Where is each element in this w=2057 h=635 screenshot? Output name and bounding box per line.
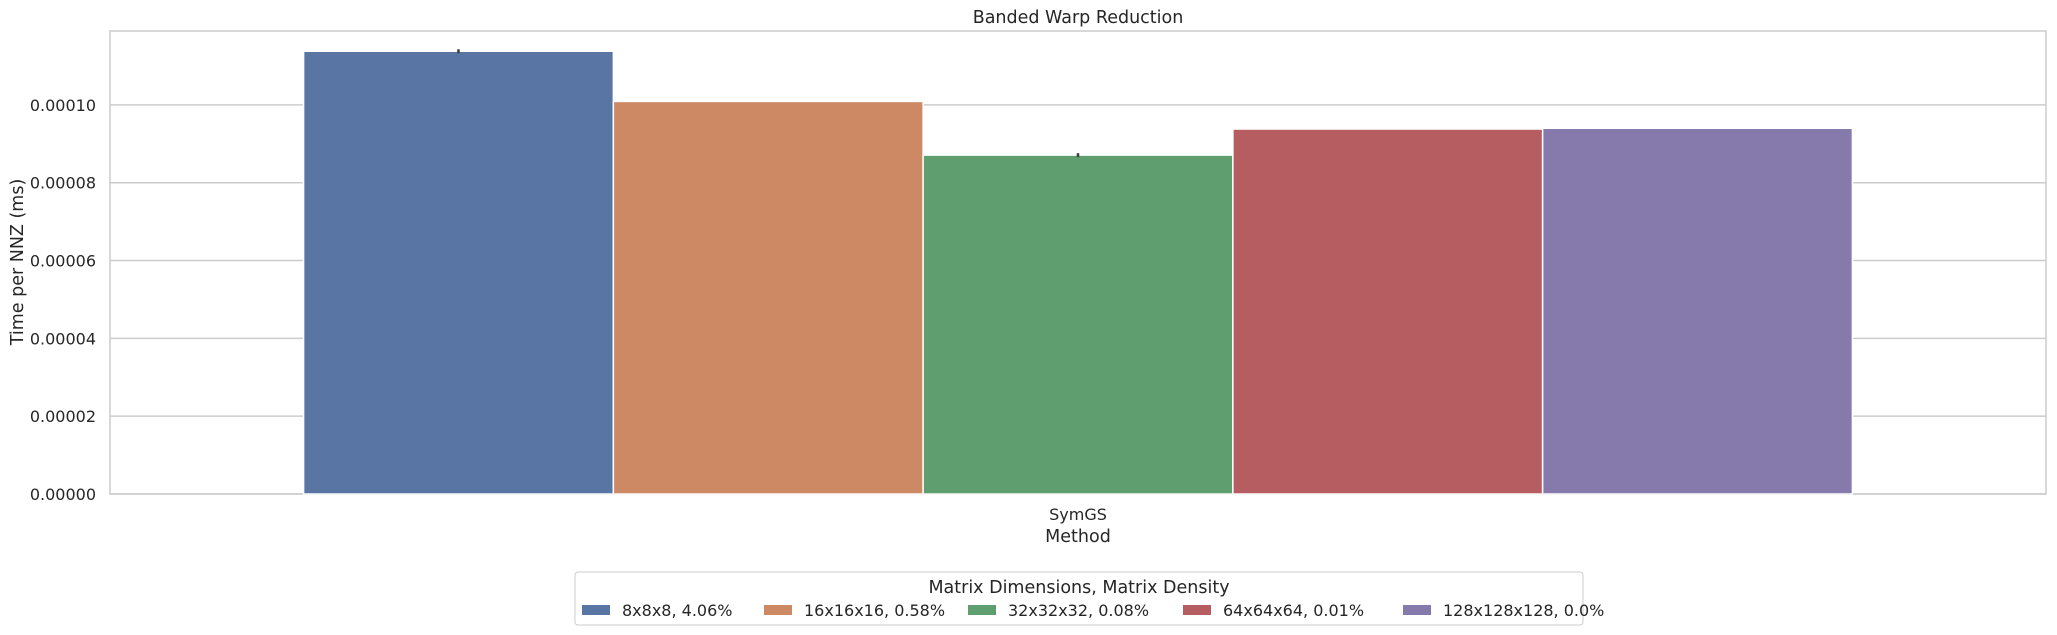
legend-label: 128x128x128, 0.0%: [1443, 601, 1604, 620]
legend-swatch: [582, 605, 610, 615]
bar: [1541, 127, 1854, 495]
bar: [612, 100, 924, 495]
bar: [1232, 128, 1544, 495]
chart-title: Banded Warp Reduction: [973, 8, 1184, 28]
legend-label: 8x8x8, 4.06%: [622, 601, 732, 620]
y-axis-title: Time per NNZ (ms): [8, 179, 28, 347]
legend-swatch: [968, 605, 996, 615]
y-tick-labels: 0.00000 0.00002 0.00004 0.00006 0.00008 0.000…: [30, 96, 96, 504]
bars: [302, 49, 1854, 495]
y-tick-label: 0.00006: [30, 252, 96, 271]
y-tick-label: 0.00004: [30, 329, 96, 348]
legend-frame: [574, 571, 1584, 626]
legend-item: 8x8x8, 4.06%: [582, 601, 732, 620]
y-tick-label: 0.00008: [30, 174, 96, 193]
legend: Matrix Dimensions, Matrix Density 8x8x8,…: [574, 571, 1604, 626]
legend-item: 32x32x32, 0.08%: [968, 601, 1149, 620]
x-tick-label: SymGS: [1049, 505, 1107, 524]
legend-item: 128x128x128, 0.0%: [1403, 601, 1604, 620]
legend-swatch: [1183, 605, 1211, 615]
legend-item: 64x64x64, 0.01%: [1183, 601, 1364, 620]
y-tick-label: 0.00010: [30, 96, 96, 115]
y-tick-label: 0.00002: [30, 407, 96, 426]
y-tick-label: 0.00000: [30, 485, 96, 504]
bar: [302, 50, 615, 495]
legend-title: Matrix Dimensions, Matrix Density: [928, 578, 1229, 598]
legend-label: 16x16x16, 0.58%: [804, 601, 945, 620]
bar: [922, 154, 1234, 495]
legend-swatch: [1403, 605, 1431, 615]
x-tick-labels: SymGS: [1049, 505, 1107, 524]
legend-item: 16x16x16, 0.58%: [764, 601, 945, 620]
x-axis-title: Method: [1045, 527, 1111, 547]
legend-swatch: [764, 605, 792, 615]
legend-label: 64x64x64, 0.01%: [1223, 601, 1364, 620]
legend-label: 32x32x32, 0.08%: [1008, 601, 1149, 620]
